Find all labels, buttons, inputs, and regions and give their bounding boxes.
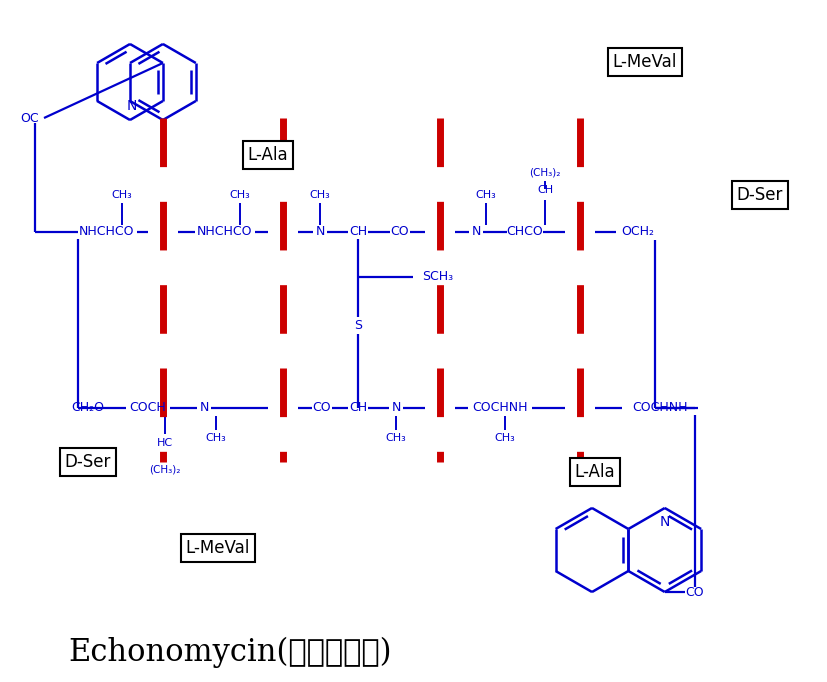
- Text: CH₂O: CH₂O: [71, 402, 104, 415]
- Text: S: S: [354, 319, 361, 333]
- Text: COCH: COCH: [130, 402, 166, 415]
- Text: OCH₂: OCH₂: [621, 226, 653, 239]
- Text: CH: CH: [348, 226, 366, 239]
- Text: COCHNH: COCHNH: [632, 402, 687, 415]
- Text: (CH₃)₂: (CH₃)₂: [149, 465, 180, 475]
- Text: SCH₃: SCH₃: [422, 271, 453, 284]
- Text: CO: CO: [390, 226, 409, 239]
- Text: CO: CO: [685, 586, 703, 599]
- Text: CO: CO: [313, 402, 331, 415]
- Text: CH₃: CH₃: [475, 190, 495, 200]
- Text: CH₃: CH₃: [229, 190, 250, 200]
- Text: CH₃: CH₃: [494, 433, 514, 443]
- Text: L-Ala: L-Ala: [574, 463, 614, 481]
- Text: L-Ala: L-Ala: [247, 146, 288, 164]
- Text: CH₃: CH₃: [205, 433, 226, 443]
- Text: D-Ser: D-Ser: [65, 453, 111, 471]
- Text: COCHNH: COCHNH: [471, 402, 527, 415]
- Text: L-MeVal: L-MeVal: [185, 539, 250, 557]
- Text: N: N: [659, 515, 669, 529]
- Text: CH₃: CH₃: [309, 190, 330, 200]
- Text: Echonomycin(海胆霋菌素): Echonomycin(海胆霋菌素): [68, 636, 391, 668]
- Text: L-MeVal: L-MeVal: [612, 53, 676, 71]
- Text: D-Ser: D-Ser: [736, 186, 782, 204]
- Text: N: N: [199, 402, 208, 415]
- Text: HC: HC: [157, 438, 173, 448]
- Text: N: N: [315, 226, 324, 239]
- Text: CH: CH: [348, 402, 366, 415]
- Text: CH₃: CH₃: [385, 433, 406, 443]
- Text: NHCHCO: NHCHCO: [197, 226, 252, 239]
- Text: NHCHCO: NHCHCO: [79, 226, 135, 239]
- Text: N: N: [391, 402, 400, 415]
- Text: CHCO: CHCO: [506, 226, 543, 239]
- Text: N: N: [471, 226, 480, 239]
- Text: CH₃: CH₃: [112, 190, 132, 200]
- Text: CH: CH: [536, 185, 552, 195]
- Text: OC: OC: [21, 111, 39, 125]
- Text: (CH₃)₂: (CH₃)₂: [528, 168, 560, 178]
- Text: N: N: [127, 99, 137, 113]
